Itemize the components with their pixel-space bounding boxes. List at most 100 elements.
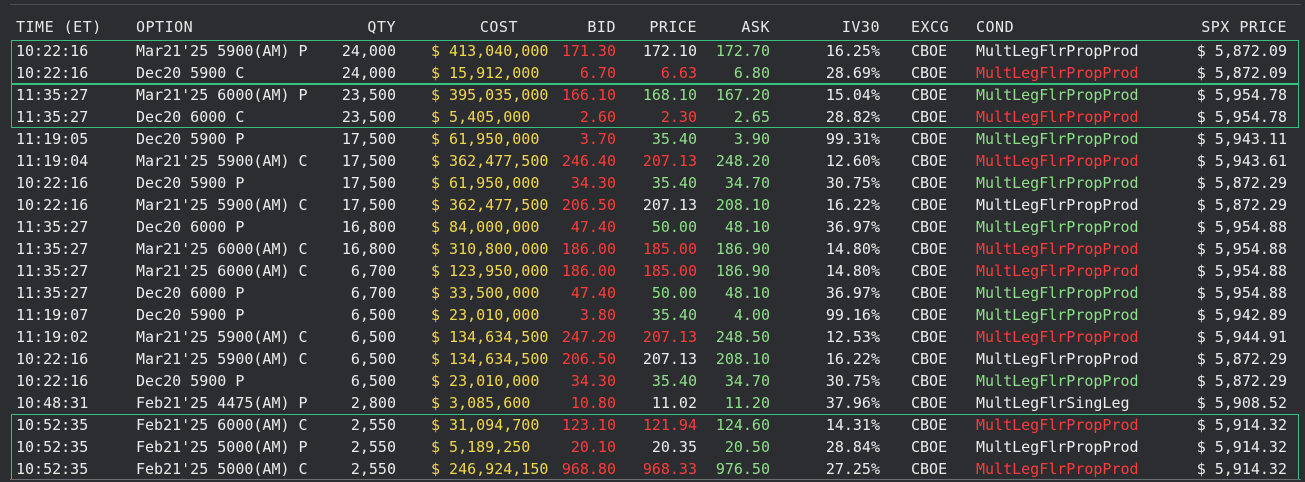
cell-excg: CBOE xyxy=(911,350,948,368)
cell-price: 50.00 xyxy=(651,284,697,302)
header-ask[interactable]: ASK xyxy=(741,18,770,36)
cell-cond: MultLegFlrPropProd xyxy=(976,262,1139,280)
cell-iv30: 14.31% xyxy=(825,416,880,434)
cell-qty: 2,550 xyxy=(350,460,396,478)
cell-bid: 6.70 xyxy=(579,64,616,82)
cell-cond: MultLegFlrPropProd xyxy=(976,130,1139,148)
trade-row[interactable]: 10:52:35 Feb21'25 5000(AM) C 2,550 $ 246,92… xyxy=(0,458,1305,480)
cell-cond: MultLegFlrPropProd xyxy=(976,372,1139,390)
cell-cond: MultLegFlrPropProd xyxy=(976,460,1139,478)
header-bid[interactable]: BID xyxy=(587,18,616,36)
cell-price: 207.13 xyxy=(642,196,697,214)
cell-spx-price: $ 5,944.91 xyxy=(1196,328,1287,346)
cell-price: 20.35 xyxy=(651,438,697,456)
header-time[interactable]: TIME (ET) xyxy=(16,18,102,36)
header-option[interactable]: OPTION xyxy=(136,18,194,36)
cell-ask: 11.20 xyxy=(724,394,770,412)
cell-spx-price: $ 5,872.29 xyxy=(1196,174,1287,192)
cell-spx-price: $ 5,914.32 xyxy=(1196,416,1287,434)
cell-bid: 47.40 xyxy=(570,284,616,302)
cell-cost: $ 362,477,500 xyxy=(431,152,549,170)
cell-excg: CBOE xyxy=(911,394,948,412)
trade-row[interactable]: 11:19:07 Dec20 5900 P 6,500 $ 23,010,000 3.8… xyxy=(0,304,1305,326)
trade-row[interactable]: 11:35:27 Dec20 6000 C 23,500 $ 5,405,000 2.6… xyxy=(0,106,1305,128)
cell-price: 50.00 xyxy=(651,218,697,236)
trade-row[interactable]: 10:22:16 Dec20 5900 C 24,000 $ 15,912,000 6.… xyxy=(0,62,1305,84)
cell-iv30: 99.31% xyxy=(825,130,880,148)
trade-row[interactable]: 11:35:27 Dec20 6000 P 16,800 $ 84,000,000 47… xyxy=(0,216,1305,238)
trade-row[interactable]: 10:52:35 Feb21'25 6000(AM) C 2,550 $ 31,094… xyxy=(0,414,1305,436)
cell-cost: $ 310,800,000 xyxy=(431,240,549,258)
header-spx-price[interactable]: SPX PRICE xyxy=(1201,18,1287,36)
cell-ask: 4.00 xyxy=(733,306,770,324)
cell-excg: CBOE xyxy=(911,108,948,126)
trade-row[interactable]: 10:52:35 Feb21'25 5000(AM) P 2,550 $ 5,189,… xyxy=(0,436,1305,458)
cell-cost: $ 15,912,000 xyxy=(431,64,540,82)
trade-row[interactable]: 11:35:27 Mar21'25 6000(AM) P 23,500 $ 395,0… xyxy=(0,84,1305,106)
cell-bid: 34.30 xyxy=(570,174,616,192)
cell-time: 10:22:16 xyxy=(16,372,89,390)
cell-ask: 48.10 xyxy=(724,284,770,302)
cell-spx-price: $ 5,872.29 xyxy=(1196,350,1287,368)
cell-option: Feb21'25 6000(AM) C xyxy=(136,416,308,434)
cell-iv30: 99.16% xyxy=(825,306,880,324)
cell-cond: MultLegFlrPropProd xyxy=(976,438,1139,456)
trade-row[interactable]: 11:35:27 Dec20 6000 P 6,700 $ 33,500,000 47.… xyxy=(0,282,1305,304)
cell-price: 185.00 xyxy=(642,262,697,280)
cell-cond: MultLegFlrPropProd xyxy=(976,218,1139,236)
cell-cost: $ 84,000,000 xyxy=(431,218,540,236)
cell-option: Dec20 6000 P xyxy=(136,284,245,302)
cell-ask: 208.10 xyxy=(715,196,770,214)
cell-cost: $ 33,500,000 xyxy=(431,284,540,302)
trade-row[interactable]: 10:22:16 Dec20 5900 P 6,500 $ 23,010,000 34.… xyxy=(0,370,1305,392)
cell-cost: $ 362,477,500 xyxy=(431,196,549,214)
cell-price: 121.94 xyxy=(642,416,697,434)
cell-spx-price: $ 5,872.29 xyxy=(1196,196,1287,214)
cell-time: 11:35:27 xyxy=(16,262,89,280)
cell-spx-price: $ 5,872.09 xyxy=(1196,42,1287,60)
header-price[interactable]: PRICE xyxy=(649,18,697,36)
cell-ask: 248.50 xyxy=(715,328,770,346)
cell-option: Mar21'25 5900(AM) P xyxy=(136,42,308,60)
cell-option: Dec20 6000 C xyxy=(136,108,245,126)
header-cost[interactable]: COST xyxy=(479,18,518,36)
cell-spx-price: $ 5,954.78 xyxy=(1196,86,1287,104)
cell-iv30: 16.25% xyxy=(825,42,880,60)
cell-price: 35.40 xyxy=(651,174,697,192)
cell-ask: 172.70 xyxy=(715,42,770,60)
trade-row[interactable]: 10:48:31 Feb21'25 4475(AM) P 2,800 $ 3,085,… xyxy=(0,392,1305,414)
trade-row[interactable]: 10:22:16 Mar21'25 5900(AM) P 24,000 $ 413,0… xyxy=(0,40,1305,62)
trade-row[interactable]: 10:22:16 Mar21'25 5900(AM) C 17,500 $ 362,4… xyxy=(0,194,1305,216)
trade-row[interactable]: 11:35:27 Mar21'25 6000(AM) C 16,800 $ 310,8… xyxy=(0,238,1305,260)
trade-row[interactable]: 11:19:05 Dec20 5900 P 17,500 $ 61,950,000 3.… xyxy=(0,128,1305,150)
cell-option: Mar21'25 5900(AM) C xyxy=(136,350,308,368)
cell-time: 11:35:27 xyxy=(16,284,89,302)
cell-iv30: 28.69% xyxy=(825,64,880,82)
cell-iv30: 15.04% xyxy=(825,86,880,104)
trade-row[interactable]: 11:35:27 Mar21'25 6000(AM) C 6,700 $ 123,95… xyxy=(0,260,1305,282)
cell-qty: 6,500 xyxy=(350,306,396,324)
cell-bid: 166.10 xyxy=(561,86,616,104)
header-excg[interactable]: EXCG xyxy=(911,18,950,36)
cell-cond: MultLegFlrPropProd xyxy=(976,284,1139,302)
cell-time: 11:19:07 xyxy=(16,306,89,324)
cell-excg: CBOE xyxy=(911,240,948,258)
cell-spx-price: $ 5,914.32 xyxy=(1196,438,1287,456)
cell-time: 11:35:27 xyxy=(16,86,89,104)
cell-iv30: 37.96% xyxy=(825,394,880,412)
trade-row[interactable]: 11:19:02 Mar21'25 5900(AM) C 6,500 $ 134,63… xyxy=(0,326,1305,348)
cell-price: 168.10 xyxy=(642,86,697,104)
cell-cost: $ 134,634,500 xyxy=(431,328,549,346)
header-qty[interactable]: QTY xyxy=(367,18,396,36)
trade-row[interactable]: 11:19:04 Mar21'25 5900(AM) C 17,500 $ 362,4… xyxy=(0,150,1305,172)
trade-row[interactable]: 10:22:16 Dec20 5900 P 17,500 $ 61,950,000 34… xyxy=(0,172,1305,194)
cell-ask: 3.90 xyxy=(733,130,770,148)
header-cond[interactable]: COND xyxy=(976,18,1015,36)
cell-qty: 24,000 xyxy=(341,42,396,60)
cell-ask: 34.70 xyxy=(724,372,770,390)
cell-ask: 208.10 xyxy=(715,350,770,368)
cell-time: 11:19:05 xyxy=(16,130,89,148)
header-iv30[interactable]: IV30 xyxy=(841,18,880,36)
cell-excg: CBOE xyxy=(911,174,948,192)
trade-row[interactable]: 10:22:16 Mar21'25 5900(AM) C 6,500 $ 134,63… xyxy=(0,348,1305,370)
